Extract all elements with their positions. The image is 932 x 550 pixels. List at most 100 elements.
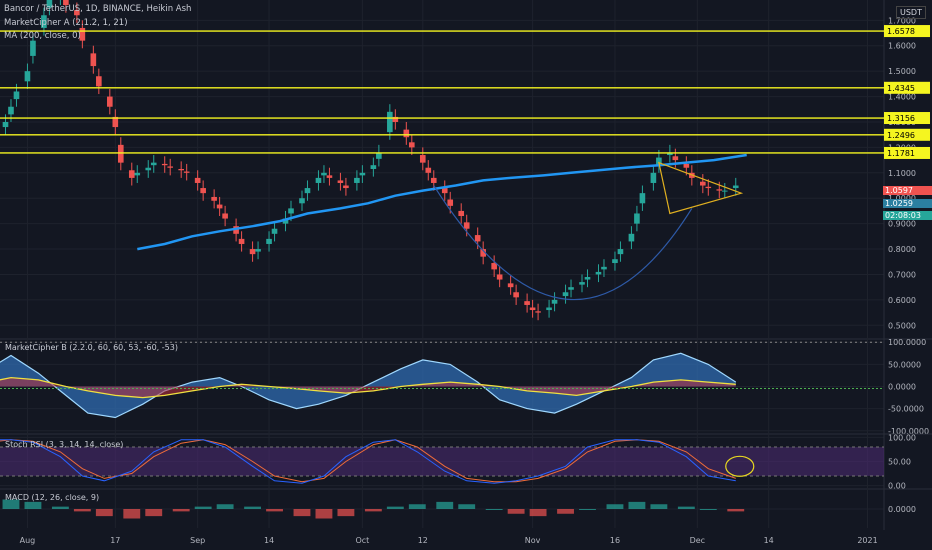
candle-body <box>463 222 470 229</box>
candle-body <box>255 249 261 252</box>
candle-body <box>24 71 31 82</box>
macd-bar <box>628 501 646 509</box>
candle-body <box>282 218 289 224</box>
macd-bar <box>95 509 113 517</box>
candle-body <box>8 106 14 115</box>
y-tick-label: 100.0000 <box>888 338 926 347</box>
bowl-pattern <box>433 185 693 301</box>
y-tick-label: -100.0000 <box>888 427 929 436</box>
y-tick-label: 0.7000 <box>888 270 916 279</box>
macd-bar <box>2 499 20 509</box>
candle-body <box>150 162 157 166</box>
level-label: 1.2496 <box>887 131 915 140</box>
y-tick-label: 1.0000 <box>888 194 916 203</box>
currency-badge[interactable]: USDT <box>896 6 926 19</box>
y-tick-label: 1.5000 <box>888 67 916 76</box>
level-label-bg <box>884 81 930 94</box>
candle-body <box>716 189 723 191</box>
candle-body <box>601 266 607 270</box>
macd-bar <box>364 509 382 512</box>
candle-body <box>315 177 322 183</box>
x-tick-label: 17 <box>110 536 120 545</box>
candle-body <box>628 233 635 242</box>
money-flow-line <box>0 376 736 399</box>
macd-bar <box>172 509 190 512</box>
candle-body <box>304 188 311 194</box>
candle-body <box>167 166 174 168</box>
macd-bar <box>529 509 547 517</box>
candle-body <box>321 172 327 176</box>
candle-body <box>507 283 514 288</box>
candle-body <box>595 271 602 275</box>
macd-bar <box>436 501 454 509</box>
stoch-d-line <box>0 439 736 483</box>
candle-body <box>266 238 272 244</box>
candle-body <box>337 180 344 183</box>
candle-body <box>96 76 102 87</box>
level-label: 1.3156 <box>887 114 915 123</box>
candle-body <box>2 121 9 128</box>
macd-bar <box>458 504 476 509</box>
candle-body <box>441 188 448 194</box>
candle-body <box>343 185 349 189</box>
y-tick-label: 0.0000 <box>888 383 916 392</box>
candle-body <box>408 142 415 148</box>
candle-body <box>683 163 690 168</box>
indicator-marketcipher-a: MarketCipher A (2.1.2, 1, 21) <box>4 18 128 28</box>
level-label-bg <box>884 112 930 125</box>
candle-body <box>667 152 673 156</box>
candle-body <box>617 249 624 255</box>
candle-body <box>134 172 141 176</box>
y-tick-label: 1.1000 <box>888 169 916 178</box>
candle-body <box>529 307 536 311</box>
candle-body <box>74 10 80 16</box>
macd-bar <box>699 509 717 510</box>
x-tick-label: Oct <box>355 536 369 545</box>
macd-bar <box>194 506 212 509</box>
candle-body <box>359 172 366 176</box>
candle-body <box>699 181 706 186</box>
previous-price-label: 1.0259 <box>883 199 932 208</box>
y-tick-label: 0.00 <box>888 482 906 491</box>
level-label-bg <box>884 146 930 159</box>
candle-body <box>46 0 53 8</box>
candle-body <box>161 163 168 166</box>
candle-body <box>216 204 223 209</box>
stoch-circle-annotation <box>725 455 755 477</box>
candle-body <box>496 274 503 280</box>
macd-bar <box>145 509 163 517</box>
candle-body <box>41 15 47 28</box>
x-tick-label: 14 <box>764 536 774 545</box>
x-tick-label: Sep <box>190 536 205 545</box>
candle-body <box>238 238 245 244</box>
candle-body <box>183 171 190 173</box>
countdown-label: 02:08:03 <box>883 211 932 220</box>
level-label: 1.4345 <box>887 84 915 93</box>
macd-bar <box>244 506 262 509</box>
candle-body <box>249 249 256 255</box>
candle-body <box>112 116 119 128</box>
x-tick-label: 12 <box>418 536 428 545</box>
candle-body <box>145 167 152 171</box>
y-tick-label: 1.6000 <box>888 42 916 51</box>
y-tick-label: 0.0000 <box>888 505 916 514</box>
y-tick-label: 0.8000 <box>888 245 916 254</box>
macd-bar <box>606 504 624 509</box>
candle-body <box>211 196 217 201</box>
y-tick-label: 1.7000 <box>888 16 916 25</box>
candle-body <box>63 0 69 6</box>
candle-body <box>650 172 657 183</box>
symbol-title: Bancor / TetherUS, 1D, BINANCE, Heikin A… <box>4 4 192 14</box>
candle-body <box>732 185 739 189</box>
level-label-bg <box>884 25 930 38</box>
candle-body <box>546 307 552 311</box>
candle-body <box>194 177 201 183</box>
macd-title: MACD (12, 26, close, 9) <box>5 493 100 502</box>
candle-body <box>430 177 437 183</box>
macd-bar <box>24 501 42 509</box>
indicator-ma: MA (200, close, 0) <box>4 31 81 41</box>
candle-body <box>30 40 36 56</box>
candle-body <box>90 53 97 67</box>
candle-body <box>403 129 410 138</box>
